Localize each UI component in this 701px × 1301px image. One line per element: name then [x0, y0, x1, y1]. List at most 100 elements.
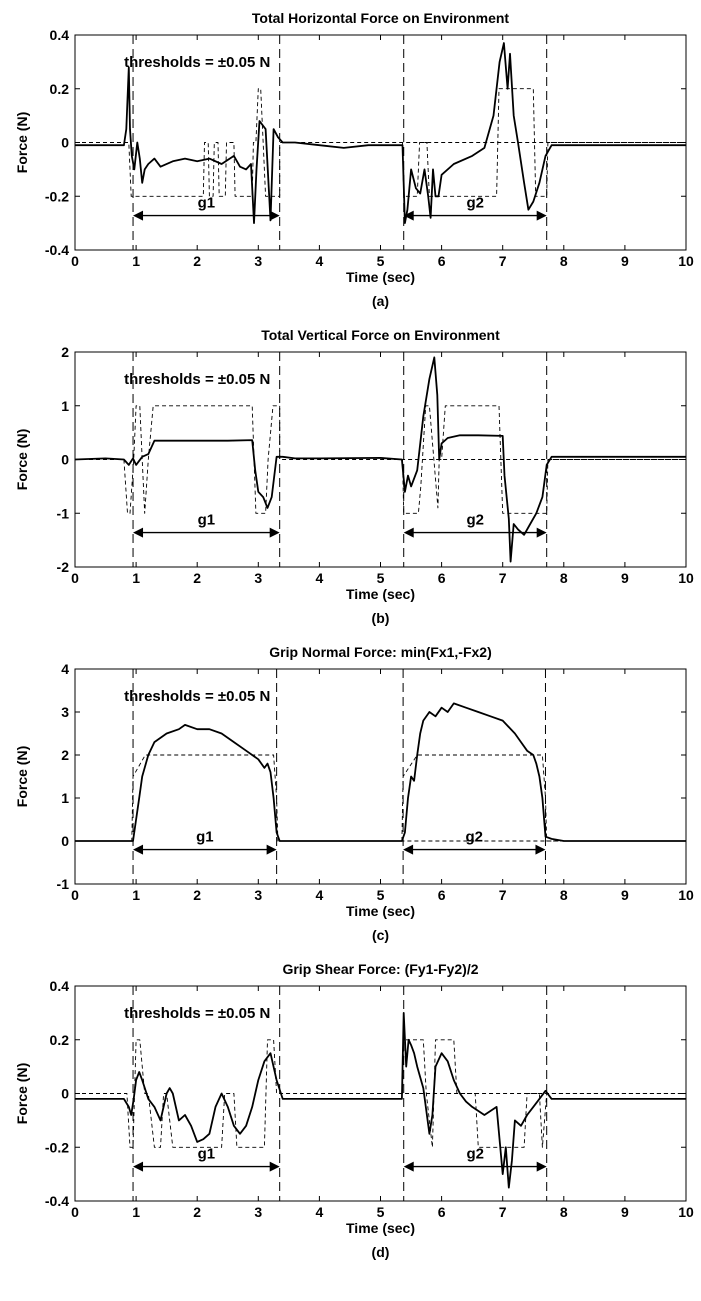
y-tick-label: -1: [57, 505, 70, 521]
x-tick-label: 9: [621, 570, 629, 586]
x-tick-label: 9: [621, 253, 629, 269]
y-tick-label: 0.4: [50, 27, 70, 43]
y-tick-label: 2: [61, 344, 69, 360]
threshold-annotation: thresholds = ±0.05 N: [124, 54, 270, 71]
x-tick-label: 3: [254, 570, 262, 586]
threshold-series-line: [402, 88, 686, 197]
x-axis-label: Time (sec): [346, 903, 415, 919]
grasp-arrowhead-right: [536, 527, 547, 538]
grasp-label: g2: [466, 1146, 484, 1163]
y-tick-label: 1: [61, 790, 69, 806]
y-tick-label: 2: [61, 747, 69, 763]
grasp-arrowhead-left: [133, 844, 144, 855]
x-tick-label: 10: [678, 253, 694, 269]
threshold-series-line: [75, 1039, 686, 1148]
threshold-series-line: [75, 754, 686, 842]
x-tick-label: 6: [438, 1204, 446, 1220]
threshold-annotation: thresholds = ±0.05 N: [124, 371, 270, 388]
x-tick-label: 10: [678, 1204, 694, 1220]
grasp-label: g1: [198, 1146, 216, 1163]
x-tick-label: 1: [132, 253, 140, 269]
x-axis-label: Time (sec): [346, 586, 415, 602]
y-tick-label: 0: [61, 1086, 69, 1102]
y-axis-label: Force (N): [14, 1063, 30, 1124]
chart-title: Grip Shear Force: (Fy1-Fy2)/2: [282, 961, 478, 977]
x-tick-label: 0: [71, 887, 79, 903]
y-tick-label: 0: [61, 833, 69, 849]
plot-area: [75, 352, 686, 567]
threshold-series-line: [402, 1039, 686, 1148]
grasp-arrowhead-left: [403, 527, 414, 538]
grasp-arrowhead-left: [403, 210, 414, 221]
x-tick-label: 3: [254, 253, 262, 269]
grasp-label: g2: [466, 512, 484, 529]
grasp-arrowhead-left: [133, 210, 144, 221]
x-tick-label: 4: [316, 887, 324, 903]
x-tick-label: 2: [193, 1204, 201, 1220]
x-tick-label: 9: [621, 1204, 629, 1220]
y-tick-label: -1: [57, 876, 70, 892]
chart-panel-b: Total Vertical Force on Environment 0 1 2 3 4…: [14, 327, 694, 626]
panel-caption: (a): [372, 293, 389, 309]
grasp-arrowhead-left: [403, 844, 414, 855]
x-tick-label: 5: [377, 570, 385, 586]
chart-panel-c: Grip Normal Force: min(Fx1,-Fx2) 0 1 2 3 4 5 6 7…: [14, 644, 694, 943]
x-tick-label: 6: [438, 887, 446, 903]
x-tick-label: 1: [132, 887, 140, 903]
x-tick-label: 3: [254, 1204, 262, 1220]
x-tick-label: 6: [438, 570, 446, 586]
grasp-label: g1: [196, 829, 214, 846]
y-tick-label: 0.4: [50, 978, 70, 994]
x-tick-label: 5: [377, 1204, 385, 1220]
grasp-label: g1: [198, 512, 216, 529]
y-tick-label: -0.4: [45, 242, 69, 258]
x-tick-label: 7: [499, 1204, 507, 1220]
x-tick-label: 8: [560, 253, 568, 269]
grasp-label: g1: [198, 195, 216, 212]
threshold-series-line: [402, 405, 686, 514]
x-tick-label: 10: [678, 887, 694, 903]
x-axis-label: Time (sec): [346, 1220, 415, 1236]
chart-title: Total Horizontal Force on Environment: [252, 10, 510, 26]
x-tick-label: 0: [71, 253, 79, 269]
x-tick-label: 4: [316, 570, 324, 586]
grasp-arrowhead-right: [269, 1161, 280, 1172]
y-tick-label: 0.2: [50, 1032, 70, 1048]
x-tick-label: 0: [71, 570, 79, 586]
threshold-annotation: thresholds = ±0.05 N: [124, 688, 270, 705]
grasp-arrowhead-left: [133, 527, 144, 538]
x-tick-label: 5: [377, 887, 385, 903]
y-tick-label: -0.2: [45, 188, 69, 204]
grasp-arrowhead-right: [536, 210, 547, 221]
x-tick-label: 7: [499, 253, 507, 269]
plot-area: [75, 986, 686, 1201]
panel-caption: (c): [372, 927, 389, 943]
grasp-label: g2: [466, 195, 484, 212]
x-tick-label: 1: [132, 1204, 140, 1220]
threshold-series-line: [401, 754, 686, 842]
force-series-line: [75, 42, 686, 225]
grasp-arrowhead-left: [403, 1161, 414, 1172]
y-tick-label: 0: [61, 452, 69, 468]
x-tick-label: 2: [193, 887, 201, 903]
chart-title: Grip Normal Force: min(Fx1,-Fx2): [269, 644, 491, 660]
panel-caption: (d): [372, 1244, 390, 1260]
x-tick-label: 5: [377, 253, 385, 269]
x-tick-label: 2: [193, 570, 201, 586]
x-tick-label: 7: [499, 570, 507, 586]
threshold-annotation: thresholds = ±0.05 N: [124, 1005, 270, 1022]
x-tick-label: 4: [316, 253, 324, 269]
x-tick-label: 9: [621, 887, 629, 903]
x-tick-label: 4: [316, 1204, 324, 1220]
grasp-arrowhead-left: [133, 1161, 144, 1172]
y-tick-label: -0.4: [45, 1193, 69, 1209]
panel-caption: (b): [372, 610, 390, 626]
force-series-line: [75, 356, 686, 563]
plot-area: [75, 669, 686, 884]
force-series-line: [75, 702, 686, 842]
x-tick-label: 2: [193, 253, 201, 269]
grasp-arrowhead-right: [269, 210, 280, 221]
x-tick-label: 10: [678, 570, 694, 586]
threshold-series-line: [75, 88, 686, 197]
